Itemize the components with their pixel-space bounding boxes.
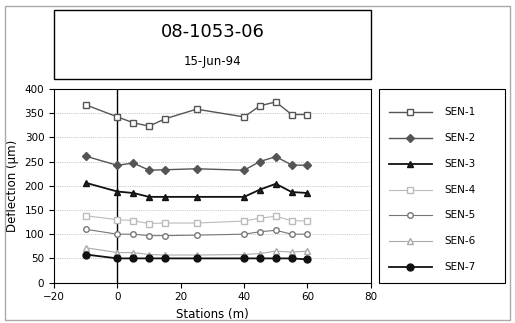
SEN-4 bbox=[257, 216, 263, 220]
SEN-1 bbox=[273, 100, 279, 104]
Text: SEN-7: SEN-7 bbox=[444, 262, 475, 272]
SEN-5 bbox=[146, 234, 152, 238]
SEN-2 bbox=[241, 168, 247, 172]
SEN-7 bbox=[130, 256, 136, 260]
SEN-2 bbox=[114, 163, 121, 167]
Y-axis label: Deflection (μm): Deflection (μm) bbox=[6, 140, 19, 232]
SEN-5 bbox=[162, 234, 168, 238]
SEN-6 bbox=[241, 253, 247, 256]
SEN-4 bbox=[146, 222, 152, 225]
SEN-6 bbox=[162, 253, 168, 257]
SEN-3 bbox=[288, 190, 295, 194]
Text: SEN-3: SEN-3 bbox=[444, 159, 475, 169]
SEN-3 bbox=[114, 190, 121, 193]
SEN-1 bbox=[114, 115, 121, 119]
SEN-7 bbox=[146, 256, 152, 260]
Text: SEN-2: SEN-2 bbox=[444, 133, 475, 143]
SEN-7 bbox=[273, 256, 279, 260]
SEN-3 bbox=[257, 188, 263, 192]
SEN-7 bbox=[288, 256, 295, 260]
SEN-5 bbox=[130, 232, 136, 236]
Line: SEN-6: SEN-6 bbox=[83, 245, 310, 258]
Line: SEN-2: SEN-2 bbox=[83, 153, 310, 173]
Text: SEN-6: SEN-6 bbox=[444, 236, 475, 246]
Text: SEN-4: SEN-4 bbox=[444, 185, 475, 194]
SEN-4 bbox=[114, 218, 121, 222]
SEN-6 bbox=[288, 250, 295, 254]
SEN-6 bbox=[146, 253, 152, 256]
SEN-6 bbox=[273, 249, 279, 253]
Text: 15-Jun-94: 15-Jun-94 bbox=[184, 55, 241, 68]
SEN-7 bbox=[82, 253, 89, 256]
SEN-5 bbox=[273, 228, 279, 232]
Line: SEN-1: SEN-1 bbox=[83, 99, 310, 129]
SEN-2 bbox=[304, 163, 311, 167]
SEN-1 bbox=[146, 124, 152, 128]
SEN-2 bbox=[130, 161, 136, 165]
SEN-4 bbox=[273, 214, 279, 218]
SEN-1 bbox=[304, 112, 311, 116]
SEN-4 bbox=[241, 219, 247, 223]
SEN-5 bbox=[241, 232, 247, 236]
SEN-7 bbox=[304, 257, 311, 261]
SEN-5 bbox=[288, 232, 295, 236]
Line: SEN-4: SEN-4 bbox=[83, 213, 310, 226]
SEN-3 bbox=[194, 195, 200, 199]
SEN-1 bbox=[241, 115, 247, 119]
Text: SEN-5: SEN-5 bbox=[444, 211, 475, 220]
SEN-4 bbox=[82, 214, 89, 218]
Text: 08-1053-06: 08-1053-06 bbox=[161, 23, 264, 41]
SEN-5 bbox=[304, 232, 311, 236]
SEN-2 bbox=[257, 160, 263, 163]
X-axis label: Stations (m): Stations (m) bbox=[176, 308, 249, 321]
SEN-4 bbox=[130, 219, 136, 223]
SEN-3 bbox=[304, 191, 311, 195]
SEN-5 bbox=[194, 233, 200, 237]
SEN-1 bbox=[194, 107, 200, 111]
SEN-6 bbox=[194, 253, 200, 257]
SEN-3 bbox=[241, 195, 247, 199]
SEN-2 bbox=[273, 155, 279, 159]
SEN-1 bbox=[288, 112, 295, 116]
SEN-4 bbox=[288, 219, 295, 223]
SEN-3 bbox=[130, 191, 136, 195]
SEN-6 bbox=[82, 246, 89, 250]
SEN-7 bbox=[257, 256, 263, 260]
SEN-6 bbox=[304, 249, 311, 253]
SEN-7 bbox=[114, 256, 121, 260]
SEN-3 bbox=[162, 195, 168, 199]
SEN-1 bbox=[130, 121, 136, 125]
SEN-5 bbox=[257, 230, 263, 234]
SEN-2 bbox=[162, 168, 168, 172]
SEN-4 bbox=[194, 221, 200, 225]
Line: SEN-7: SEN-7 bbox=[82, 251, 311, 263]
Line: SEN-5: SEN-5 bbox=[83, 226, 310, 238]
SEN-1 bbox=[162, 117, 168, 121]
SEN-5 bbox=[82, 227, 89, 231]
SEN-7 bbox=[241, 256, 247, 260]
SEN-7 bbox=[162, 256, 168, 260]
SEN-6 bbox=[114, 251, 121, 255]
Text: SEN-1: SEN-1 bbox=[444, 107, 475, 117]
SEN-1 bbox=[82, 103, 89, 107]
SEN-6 bbox=[130, 251, 136, 255]
SEN-7 bbox=[194, 256, 200, 260]
SEN-3 bbox=[146, 195, 152, 199]
SEN-5 bbox=[114, 232, 121, 236]
SEN-4 bbox=[162, 221, 168, 225]
SEN-4 bbox=[304, 219, 311, 223]
Line: SEN-3: SEN-3 bbox=[82, 179, 311, 200]
SEN-2 bbox=[288, 163, 295, 167]
SEN-3 bbox=[82, 181, 89, 185]
SEN-3 bbox=[273, 182, 279, 186]
SEN-2 bbox=[146, 168, 152, 172]
SEN-1 bbox=[257, 104, 263, 108]
SEN-6 bbox=[257, 252, 263, 255]
SEN-2 bbox=[194, 167, 200, 171]
SEN-2 bbox=[82, 154, 89, 158]
